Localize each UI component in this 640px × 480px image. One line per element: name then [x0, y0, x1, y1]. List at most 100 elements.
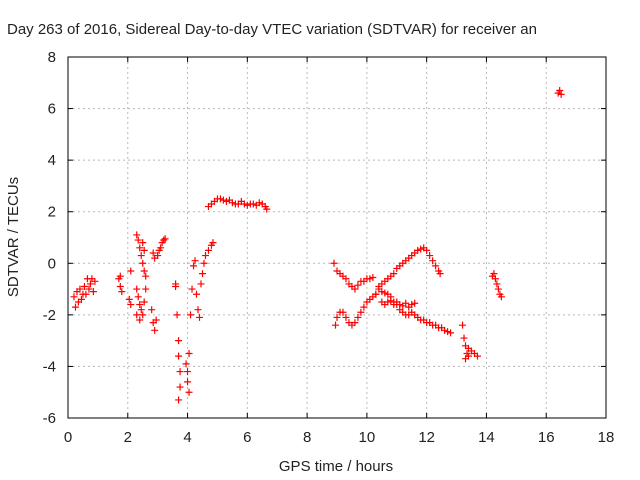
x-tick-label: 4 [183, 429, 191, 446]
data-point [184, 378, 192, 386]
data-point [493, 280, 501, 288]
data-point [140, 298, 148, 306]
x-axis-label: GPS time / hours [279, 458, 393, 475]
data-point [216, 195, 224, 203]
data-point [193, 290, 201, 298]
data-point [142, 285, 150, 293]
data-point [228, 199, 236, 207]
data-point [263, 205, 271, 213]
data-point [369, 273, 377, 281]
x-tick-label: 2 [124, 429, 132, 446]
data-point [118, 288, 126, 296]
data-point [473, 352, 481, 360]
data-point [199, 270, 206, 278]
data-point [142, 272, 150, 280]
y-tick-label: 2 [48, 204, 56, 221]
data-point [200, 259, 208, 267]
data-point [255, 199, 263, 207]
data-points [70, 87, 565, 404]
data-point [381, 289, 389, 297]
data-point [173, 311, 181, 319]
y-tick-label: -4 [43, 358, 56, 375]
data-point [460, 334, 468, 342]
x-tick-label: 16 [538, 429, 555, 446]
data-point [441, 326, 449, 334]
y-tick-label: 8 [48, 49, 56, 66]
data-point [243, 201, 251, 209]
data-point [133, 311, 141, 319]
data-point [342, 275, 350, 283]
data-point [85, 285, 93, 293]
data-point [378, 288, 386, 296]
data-point [339, 308, 347, 316]
data-point [80, 282, 88, 290]
data-point [160, 236, 168, 244]
data-point [77, 295, 85, 303]
data-point [426, 252, 434, 260]
data-point [185, 388, 193, 396]
data-point [86, 280, 94, 288]
data-point [137, 252, 145, 260]
data-point [194, 306, 202, 314]
data-point [182, 360, 190, 368]
data-point [332, 321, 340, 329]
data-point [429, 257, 437, 265]
data-point [184, 368, 192, 376]
x-tick-label: 0 [64, 429, 72, 446]
data-point [390, 270, 398, 278]
data-point [240, 200, 248, 208]
data-point [209, 239, 217, 247]
data-point [436, 270, 444, 278]
data-point [70, 293, 78, 301]
data-point [176, 368, 184, 376]
data-point [354, 313, 362, 321]
data-point [154, 252, 162, 260]
data-point [175, 352, 183, 360]
data-point [148, 306, 156, 314]
data-point [139, 311, 147, 319]
data-point [76, 285, 84, 293]
data-point [137, 306, 145, 314]
y-tick-label: 0 [48, 255, 56, 272]
data-point [351, 285, 359, 293]
data-point [342, 313, 350, 321]
data-point [140, 246, 148, 254]
data-point [459, 321, 467, 329]
y-tick-label: 6 [48, 101, 56, 118]
data-point [161, 235, 169, 243]
data-point [494, 285, 502, 293]
grid-layer [68, 57, 606, 418]
data-point [354, 281, 362, 289]
data-point [152, 316, 160, 324]
data-point [175, 396, 183, 404]
data-point [149, 249, 157, 257]
data-point [157, 244, 165, 252]
data-point [185, 350, 193, 358]
data-point [249, 200, 257, 208]
data-point [116, 272, 124, 280]
data-point [176, 383, 184, 391]
data-point [432, 262, 440, 270]
x-tick-label: 6 [243, 429, 251, 446]
data-point [423, 246, 431, 254]
data-point [134, 293, 142, 301]
data-point [134, 236, 142, 244]
y-tick-label: 4 [48, 152, 56, 169]
data-point [201, 252, 209, 260]
data-point [222, 197, 230, 205]
x-tick-label: 12 [418, 429, 435, 446]
data-point [125, 295, 133, 303]
data-point [491, 275, 499, 283]
data-point [462, 355, 470, 363]
data-point [396, 301, 404, 309]
data-point [188, 285, 196, 293]
data-point [497, 293, 505, 301]
data-point [333, 313, 341, 321]
data-point [219, 196, 227, 204]
data-point [139, 239, 147, 247]
y-axis-label: SDTVAR / TECUs [5, 177, 22, 297]
data-point [71, 303, 79, 311]
y-tick-label: -2 [43, 307, 56, 324]
data-point [351, 319, 359, 327]
data-point [133, 231, 141, 239]
